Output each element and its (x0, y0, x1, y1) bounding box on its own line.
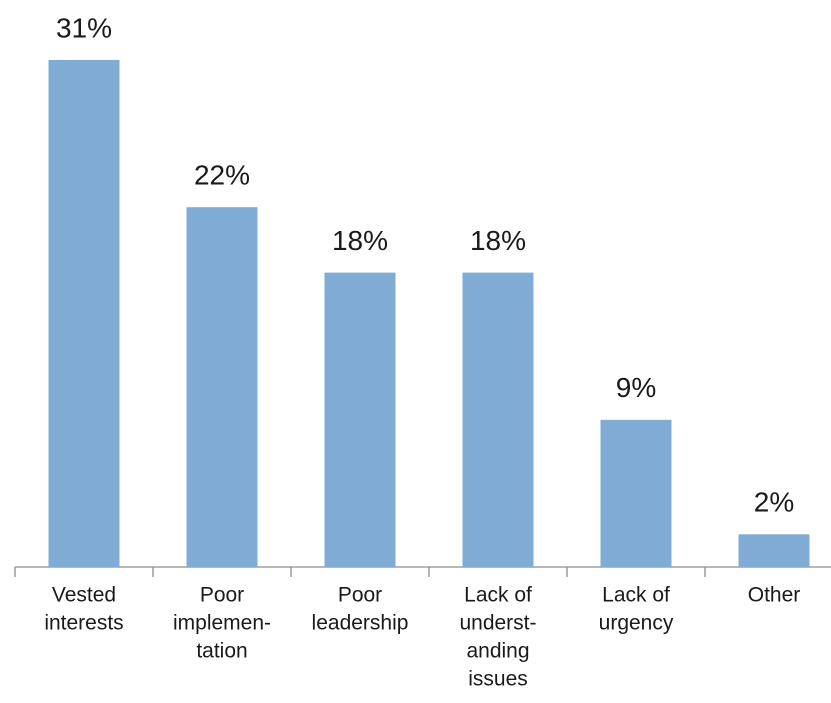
data-label: 9% (616, 372, 656, 403)
x-tick-label: urgency (599, 612, 674, 635)
bar (738, 534, 810, 567)
data-label: 31% (56, 12, 112, 43)
x-tick-label: Poor (200, 584, 244, 607)
data-label: 22% (194, 160, 250, 191)
x-tick-label: underst- (459, 612, 536, 635)
data-label: 18% (332, 225, 388, 256)
x-tick-label: Lack of (602, 584, 670, 607)
bar (186, 207, 258, 567)
bar (600, 419, 672, 567)
x-tick-label: Lack of (464, 584, 532, 607)
x-tick-label: Other (748, 584, 801, 607)
x-tick-label: implemen- (173, 612, 271, 635)
data-label: 18% (470, 225, 526, 256)
x-tick-label: Vested (52, 584, 116, 607)
x-tick-label: leadership (312, 612, 409, 635)
bar (324, 272, 396, 567)
bar (48, 60, 120, 567)
x-tick-label: anding (466, 640, 529, 663)
x-tick-label: Poor (338, 584, 382, 607)
x-tick-label: interests (44, 612, 123, 635)
bar (462, 272, 534, 567)
x-tick-label: tation (196, 640, 247, 663)
x-tick-label: issues (468, 668, 528, 691)
data-label: 2% (754, 487, 794, 518)
